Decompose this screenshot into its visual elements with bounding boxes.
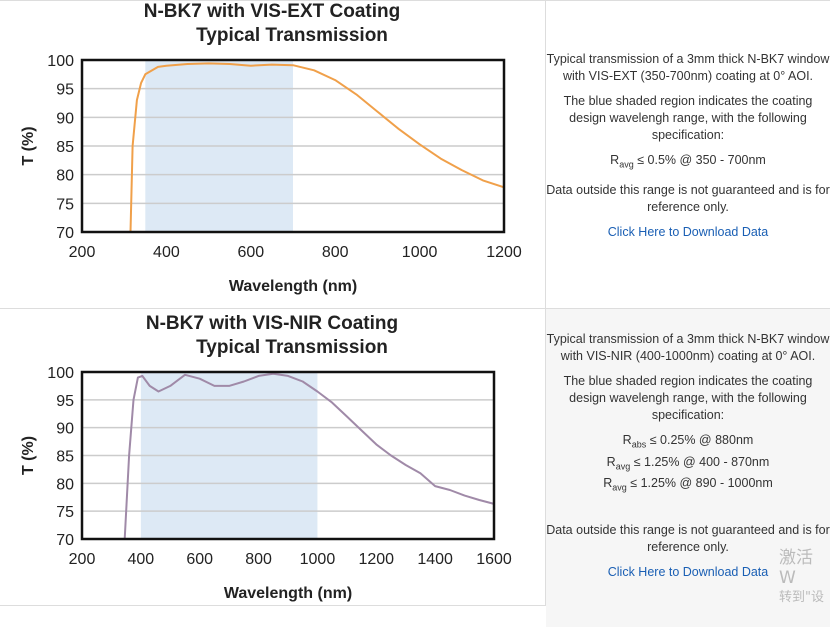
transmission-line — [129, 62, 505, 233]
plot-frame — [80, 370, 496, 541]
description-vis-ext: Typical transmission of a 3mm thick N-BK… — [546, 1, 830, 358]
y-tick-label: 75 — [56, 504, 74, 521]
y-tick-label: 95 — [56, 82, 74, 99]
desc-shaded: The blue shaded region indicates the coa… — [563, 94, 813, 142]
x-tick-label: 1000 — [402, 244, 438, 261]
y-tick-label: 90 — [56, 110, 74, 127]
spec-item: Ravg ≤ 0.5% @ 350 - 700nm — [610, 153, 766, 170]
spec-item: Ravg ≤ 1.25% @ 400 - 870nm — [606, 454, 770, 472]
watermark: 激活 W 转到"设 — [779, 548, 824, 605]
y-tick-label: 95 — [56, 393, 74, 410]
x-tick-label: 800 — [245, 551, 272, 568]
y-tick-label: 80 — [56, 476, 74, 493]
x-tick-label: 1200 — [358, 551, 394, 568]
y-tick-label: 75 — [56, 196, 74, 213]
x-tick-label: 1600 — [476, 551, 512, 568]
y-tick-label: 70 — [56, 532, 74, 549]
y-tick-label: 85 — [56, 139, 74, 156]
x-tick-label: 400 — [128, 551, 155, 568]
download-data-link[interactable]: Click Here to Download Data — [607, 224, 769, 239]
desc-intro: Typical transmission of a 3mm thick N-BK… — [546, 332, 830, 363]
desc-disclaimer: Data outside this range is not guarantee… — [546, 182, 830, 214]
x-tick-label: 1400 — [417, 551, 453, 568]
x-axis-label: Wavelength (nm) — [229, 278, 357, 295]
chart-subtitle: Typical Transmission — [196, 25, 388, 46]
x-tick-label: 600 — [186, 551, 213, 568]
desc-intro: Typical transmission of a 3mm thick N-BK… — [546, 52, 830, 83]
chart-vis-nir: N-BK7 with VIS-NIR Coating Typical Transm… — [0, 309, 546, 605]
x-tick-label: 800 — [322, 244, 349, 261]
y-tick-label: 70 — [56, 225, 74, 242]
description-vis-nir: Typical transmission of a 3mm thick N-BK… — [546, 309, 830, 627]
x-tick-label: 1200 — [486, 244, 522, 261]
download-data-link[interactable]: Click Here to Download Data — [607, 564, 769, 579]
y-axis-label: T (%) — [20, 436, 37, 475]
chart-title: N-BK7 with VIS-NIR Coating — [146, 313, 398, 334]
x-tick-label: 400 — [153, 244, 180, 261]
spec-list: Rabs ≤ 0.25% @ 880nm Ravg ≤ 1.25% @ 400 -… — [546, 432, 830, 497]
spec-list: Ravg ≤ 0.5% @ 350 - 700nm — [546, 152, 830, 174]
x-tick-label: 200 — [69, 551, 96, 568]
desc-disclaimer: Data outside this range is not guarantee… — [546, 522, 830, 554]
spec-item: Ravg ≤ 1.25% @ 890 - 1000nm — [603, 476, 773, 493]
y-tick-label: 100 — [47, 53, 74, 70]
x-axis-label: Wavelength (nm) — [224, 585, 352, 602]
desc-shaded: The blue shaded region indicates the coa… — [563, 374, 813, 422]
transmission-line — [123, 372, 495, 540]
chart-subtitle: Typical Transmission — [196, 337, 388, 358]
chart-row-vis-nir: N-BK7 with VIS-NIR Coating Typical Transm… — [0, 308, 830, 627]
spec-item: Rabs ≤ 0.25% @ 880nm — [622, 433, 754, 450]
y-tick-label: 100 — [47, 365, 74, 382]
y-tick-label: 80 — [56, 168, 74, 185]
y-axis-label: T (%) — [20, 126, 37, 165]
x-tick-label: 1000 — [300, 551, 336, 568]
y-tick-label: 85 — [56, 449, 74, 466]
x-tick-label: 600 — [237, 244, 264, 261]
chart-title: N-BK7 with VIS-EXT Coating — [144, 1, 401, 22]
y-tick-label: 90 — [56, 421, 74, 438]
chart-row-vis-ext: N-BK7 with VIS-EXT Coating Typical Transm… — [0, 0, 830, 309]
chart-vis-ext: N-BK7 with VIS-EXT Coating Typical Transm… — [0, 1, 546, 308]
plot-frame — [80, 58, 506, 234]
x-tick-label: 200 — [69, 244, 96, 261]
